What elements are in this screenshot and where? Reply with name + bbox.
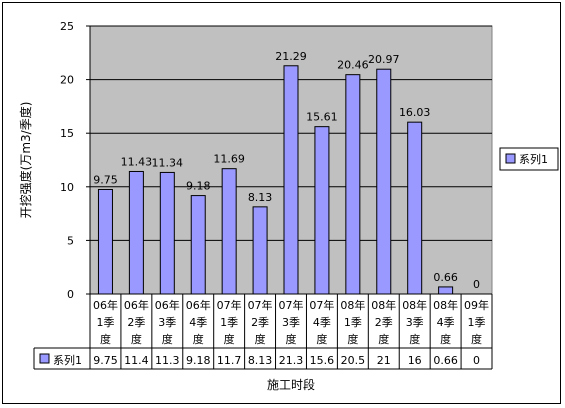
data-label: 11.69 <box>213 153 245 166</box>
category-label: 度 <box>378 332 389 346</box>
category-label: 07年 <box>309 298 334 312</box>
data-label: 9.75 <box>93 173 118 186</box>
table-value: 11.4 <box>124 354 149 367</box>
table-value: 0.66 <box>433 354 458 367</box>
data-label: 8.13 <box>248 191 273 204</box>
category-label: 06年 <box>186 298 211 312</box>
category-label: 09年 <box>464 298 489 312</box>
bars <box>97 65 454 295</box>
y-tick-label: 20 <box>60 74 74 87</box>
y-tick-label: 10 <box>60 181 74 194</box>
table-value: 8.13 <box>248 354 273 367</box>
data-label: 11.43 <box>121 155 153 168</box>
category-label: 3季 <box>282 316 300 329</box>
category-label: 度 <box>286 332 297 346</box>
bar <box>438 286 454 295</box>
category-label: 07年 <box>279 298 304 312</box>
bar <box>159 171 175 295</box>
y-axis-title: 开挖强度(万m3/季度) <box>18 102 33 219</box>
y-tick-label: 5 <box>67 234 74 247</box>
table-value: 0 <box>473 354 480 367</box>
table-value: 11.7 <box>217 354 242 367</box>
category-label: 1季 <box>96 316 114 329</box>
category-label: 度 <box>224 332 235 346</box>
data-label: 15.61 <box>306 111 338 124</box>
legend: 系列1 <box>499 147 559 171</box>
data-label: 20.97 <box>368 53 400 66</box>
category-label: 1季 <box>468 316 486 329</box>
category-label: 度 <box>255 332 266 346</box>
category-label: 08年 <box>340 298 365 312</box>
category-label: 度 <box>131 332 142 346</box>
table-value: 9.75 <box>93 354 118 367</box>
category-label: 07年 <box>217 298 242 312</box>
category-label: 07年 <box>248 298 273 312</box>
data-label: 0.66 <box>433 271 458 284</box>
data-label: 9.18 <box>186 180 211 193</box>
table-value: 21.3 <box>279 354 304 367</box>
category-label: 3季 <box>406 316 424 329</box>
y-tick-label: 15 <box>60 127 74 140</box>
category-label: 度 <box>440 332 451 346</box>
category-label: 度 <box>316 332 327 346</box>
bar <box>376 68 392 295</box>
category-label: 3季 <box>158 316 176 329</box>
table-series-label: 系列1 <box>53 353 82 367</box>
category-label: 4季 <box>313 316 331 329</box>
category-label: 度 <box>100 332 111 346</box>
category-label: 2季 <box>251 316 269 329</box>
bar <box>221 168 237 295</box>
category-label: 度 <box>409 332 420 346</box>
category-label: 度 <box>471 332 482 346</box>
table-value: 20.5 <box>341 354 366 367</box>
table-value: 11.3 <box>155 354 180 367</box>
category-label: 度 <box>193 332 204 346</box>
y-axis: 0 5 10 15 20 25 <box>60 20 492 301</box>
y-tick-label: 25 <box>60 20 74 33</box>
legend-swatch <box>505 153 516 164</box>
data-table: 06年 1季度 9.75 06年 2季度 11.4 06年 3季度 11.3 06年 4季度 9.18… <box>33 294 493 370</box>
data-label: 21.29 <box>275 50 307 63</box>
table-value: 16 <box>408 354 422 367</box>
table-legend-swatch <box>39 353 50 364</box>
x-axis-title: 施工时段 <box>267 377 315 392</box>
bar <box>283 65 299 295</box>
bar <box>128 170 144 295</box>
category-label: 06年 <box>155 298 180 312</box>
data-label: 20.46 <box>337 59 369 72</box>
category-label: 度 <box>162 332 173 346</box>
data-label: 0 <box>473 278 480 291</box>
category-label: 2季 <box>375 316 393 329</box>
category-label: 1季 <box>220 316 238 329</box>
data-label: 16.03 <box>399 106 431 119</box>
category-label: 4季 <box>189 316 207 329</box>
category-label: 度 <box>347 332 358 346</box>
bar <box>407 121 423 295</box>
category-label: 2季 <box>127 316 145 329</box>
category-label: 06年 <box>124 298 149 312</box>
bar <box>314 126 330 295</box>
category-label: 4季 <box>437 316 455 329</box>
category-label: 08年 <box>433 298 458 312</box>
bar <box>97 188 113 295</box>
data-label: 11.34 <box>152 156 184 169</box>
bar <box>345 74 361 295</box>
legend-label: 系列1 <box>519 152 548 166</box>
y-tick-label: 0 <box>67 288 74 301</box>
table-value: 9.18 <box>186 354 211 367</box>
category-label: 08年 <box>371 298 396 312</box>
table-value: 21 <box>377 354 391 367</box>
category-label: 1季 <box>344 316 362 329</box>
category-label: 08年 <box>402 298 427 312</box>
table-value: 15.6 <box>310 354 335 367</box>
bar <box>252 206 268 295</box>
bar <box>190 195 206 295</box>
category-label: 06年 <box>93 298 118 312</box>
